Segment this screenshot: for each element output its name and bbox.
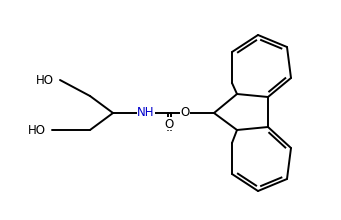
Text: HO: HO <box>28 123 46 136</box>
Text: O: O <box>180 106 190 119</box>
Text: O: O <box>164 117 174 130</box>
Text: HO: HO <box>36 73 54 86</box>
Text: NH: NH <box>137 106 155 119</box>
